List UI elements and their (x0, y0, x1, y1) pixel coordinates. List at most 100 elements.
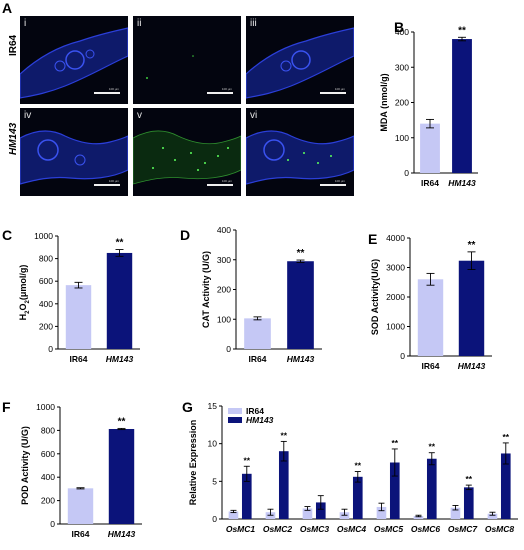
tile-label-vi: vi (250, 110, 258, 121)
y-tick-label: 5 (212, 476, 217, 486)
tile-label-iv: iv (24, 110, 32, 121)
significance-marker: ** (465, 474, 472, 484)
x-tick-label: IR64 (72, 529, 90, 539)
y-axis-label: POD Activity (U/G) (20, 426, 30, 505)
bar-ir64 (67, 488, 94, 524)
x-tick-label: OsMC6 (411, 524, 441, 534)
bar-hm143 (452, 39, 472, 173)
legend-label: IR64 (246, 406, 264, 416)
x-tick-label: IR64 (422, 361, 440, 371)
x-tick-label: OsMC4 (337, 524, 367, 534)
y-tick-label: 300 (217, 255, 231, 265)
y-tick-label: 200 (395, 98, 409, 108)
micrograph-ir64-merge: iii 100 μm (246, 16, 354, 104)
chart-e: E 0 1000 2000 3000 4000 SOD Activity(U/G) IR64 H… (368, 231, 492, 371)
tile-label-v: v (137, 110, 142, 121)
x-tick-label: HM143 (106, 354, 134, 364)
bar-osmc1-ir64 (228, 511, 239, 519)
bar-osmc2-hm143 (278, 451, 289, 519)
chart-g: G 0 5 10 15 Relative Expression ** OsMC1 ** OsMC2… (182, 399, 518, 534)
significance-marker: ** (458, 25, 466, 36)
bar-osmc6-hm143 (426, 458, 437, 519)
bar-osmc5-hm143 (389, 462, 400, 519)
y-tick-label: 400 (39, 299, 53, 309)
panel-letter: E (368, 231, 377, 247)
scale-bar (94, 92, 120, 94)
x-tick-label: OsMC1 (226, 524, 256, 534)
y-tick-label: 0 (400, 351, 405, 361)
bar-osmc7-ir64 (450, 507, 461, 519)
x-tick-label: OsMC8 (485, 524, 515, 534)
significance-marker: ** (116, 238, 124, 249)
x-tick-label: OsMC2 (263, 524, 293, 534)
y-tick-label: 200 (39, 321, 53, 331)
y-tick-label: 0 (226, 344, 231, 354)
tissue-green-2 (133, 130, 241, 185)
significance-marker: ** (502, 432, 509, 442)
bar-osmc8-hm143 (500, 453, 511, 519)
micrograph-ir64-blue: i 100 μm (20, 16, 128, 104)
bar-osmc4-hm143 (352, 476, 363, 519)
micrograph-ir64-green: ii 100 μm (133, 16, 241, 104)
panel-letter: C (2, 227, 12, 243)
panel-letter: F (2, 399, 11, 415)
bar-ir64 (417, 279, 444, 356)
x-tick-label: HM143 (108, 529, 136, 539)
scale-bar-label: 100 μm (108, 179, 119, 183)
y-tick-label: 15 (208, 401, 218, 411)
bar-osmc5-ir64 (376, 506, 387, 519)
panel-a-letter: A (2, 0, 13, 16)
significance-marker: ** (118, 416, 126, 427)
y-tick-label: 600 (39, 276, 53, 286)
y-tick-label: 100 (217, 314, 231, 324)
tissue-green-1 (146, 55, 194, 79)
bar-osmc8-ir64 (487, 513, 498, 519)
scale-bar-label: 100 μm (221, 179, 232, 183)
y-axis-label: H2O2(μmol/g) (18, 265, 31, 321)
scale-bar-label: 100 μm (334, 87, 345, 91)
scale-bar-label: 100 μm (221, 87, 232, 91)
panel-letter: D (180, 227, 190, 243)
x-tick-label: HM143 (448, 178, 476, 188)
y-tick-label: 100 (395, 133, 409, 143)
tile-label-ii: ii (137, 18, 142, 29)
y-tick-label: 1000 (386, 322, 405, 332)
panel-letter: G (182, 399, 193, 415)
y-tick-label: 400 (41, 472, 55, 482)
y-tick-label: 1000 (36, 402, 55, 412)
scale-bar (94, 184, 120, 186)
bar-hm143 (287, 261, 314, 349)
scale-bar (320, 184, 346, 186)
y-axis-label: SOD Activity(U/G) (370, 259, 380, 335)
bar-ir64 (420, 123, 440, 173)
y-tick-label: 10 (208, 439, 218, 449)
y-tick-label: 1000 (34, 231, 53, 241)
scale-bar (207, 184, 233, 186)
micrograph-hm143-merge: vi 100 μm (246, 108, 354, 196)
bar-hm143 (458, 260, 485, 356)
significance-marker: ** (468, 240, 476, 251)
y-tick-label: 200 (41, 496, 55, 506)
significance-marker: ** (297, 248, 305, 259)
y-tick-label: 0 (48, 344, 53, 354)
y-tick-label: 0 (212, 514, 217, 524)
chart-f: F 0 200 400 600 800 1000 POD Activity (U/G) IR64… (2, 399, 142, 539)
significance-marker: ** (391, 438, 398, 448)
scale-bar-label: 100 μm (334, 179, 345, 183)
legend-label: HM143 (246, 415, 274, 425)
significance-marker: ** (428, 442, 435, 452)
scale-bar-label: 100 μm (108, 87, 119, 91)
y-tick-label: 400 (217, 225, 231, 235)
y-axis-label: CAT Activity (U/G) (201, 251, 211, 328)
legend-swatch (228, 417, 242, 423)
bar-osmc6-ir64 (413, 515, 424, 519)
panel-letter: B (394, 19, 404, 35)
x-tick-label: OsMC5 (374, 524, 404, 534)
significance-marker: ** (243, 455, 250, 465)
y-tick-label: 0 (404, 168, 409, 178)
legend-swatch (228, 408, 242, 414)
chart-b: B 0 100 200 300 400 MDA (nmol/g) IR64 HM143 ** (379, 19, 478, 188)
y-tick-label: 3000 (386, 263, 405, 273)
scale-bar (207, 92, 233, 94)
chart-c: C 0 200 400 600 800 1000 H2O2(μmol/g) IR64 HM143 *… (2, 227, 140, 364)
